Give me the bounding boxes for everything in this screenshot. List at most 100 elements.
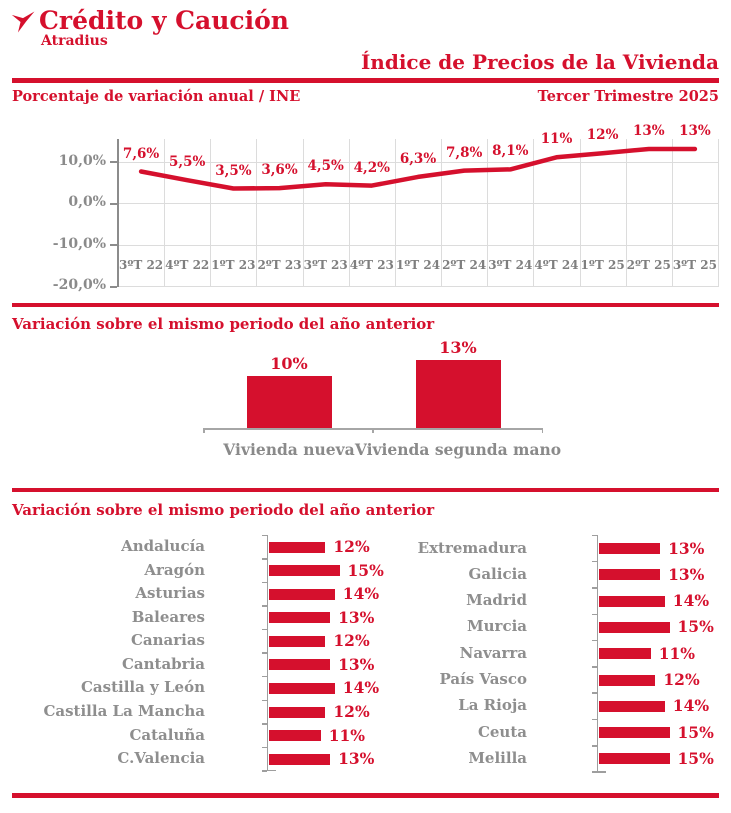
x-axis-label: 4ºT 24: [534, 258, 579, 272]
region-bar: [269, 635, 326, 647]
region-bar: [599, 621, 670, 633]
x-axis-label: 1ºT 23: [211, 258, 256, 272]
h-gridline: [118, 244, 718, 246]
bar-value-label: 13%: [439, 338, 477, 358]
region-label: Baleares: [131, 607, 205, 626]
y-axis-line: [117, 139, 119, 287]
region-value-label: 13%: [338, 749, 375, 769]
region-label: Murcia: [467, 617, 527, 636]
v-gridline: [579, 139, 581, 287]
y-axis-label: 10,0%: [58, 152, 106, 169]
region-label: Canarias: [130, 631, 205, 650]
region-axis-tick: [261, 558, 267, 560]
section-title-bar-chart: Variación sobre el mismo periodo del año…: [12, 315, 435, 333]
region-axis-tick: [261, 534, 267, 536]
region-value-label: 15%: [677, 617, 714, 637]
region-axis-foot: [596, 771, 606, 773]
divider-bottom: [12, 793, 719, 798]
region-label: Cataluña: [129, 725, 205, 744]
region-label: Navarra: [459, 643, 527, 662]
region-bar: [269, 588, 335, 600]
y-axis-label: 0,0%: [68, 194, 106, 210]
region-label: Aragón: [144, 560, 205, 579]
region-value-label: 12%: [663, 670, 700, 689]
region-value-label: 11%: [658, 643, 695, 663]
region-bar: [599, 595, 665, 607]
region-axis-tick: [591, 639, 597, 642]
brand-name: Crédito y Caución: [39, 6, 289, 35]
data-point-label: 3,5%: [215, 162, 252, 179]
data-point-label: 7,8%: [446, 144, 483, 161]
data-point-label: 5,5%: [169, 154, 206, 171]
x-axis-label: 4ºT 22: [165, 258, 210, 272]
region-bar: [599, 569, 661, 581]
region-axis: [266, 535, 268, 771]
region-label: Galicia: [468, 564, 527, 583]
region-value-label: 12%: [333, 537, 370, 556]
region-value-label: 14%: [672, 696, 710, 716]
data-point-label: 13%: [679, 123, 711, 140]
region-value-label: 15%: [677, 722, 714, 742]
region-axis-tick: [261, 628, 267, 631]
region-axis-tick: [591, 745, 597, 747]
y-axis-tick: [110, 161, 117, 163]
divider-top: [12, 78, 719, 83]
v-gridline: [394, 139, 396, 287]
region-label: Asturias: [135, 584, 205, 603]
region-bar: [599, 753, 670, 765]
region-bar: [599, 674, 656, 686]
data-point-label: 4,5%: [307, 158, 344, 175]
region-axis-tick: [591, 560, 597, 563]
region-value-label: 15%: [677, 748, 714, 768]
region-value-label: 12%: [333, 631, 370, 651]
region-axis-tick: [591, 771, 597, 773]
region-value-label: 14%: [672, 591, 710, 611]
region-axis-tick: [591, 666, 597, 668]
divider-mid-1: [12, 303, 719, 307]
region-axis-tick: [261, 770, 267, 772]
y-axis-label: -20,0%: [52, 277, 106, 293]
region-value-label: 13%: [668, 564, 705, 584]
region-label: Madrid: [466, 591, 527, 610]
x-axis-label: 3ºT 22: [118, 258, 164, 272]
brand-bird-icon: [11, 11, 35, 33]
region-axis-foot: [266, 769, 276, 772]
data-point-label: 6,3%: [399, 150, 437, 167]
region-value-label: 13%: [668, 538, 705, 558]
region-label: C.Valencia: [117, 749, 205, 768]
region-label: Castilla La Mancha: [43, 702, 205, 720]
v-gridline: [210, 139, 212, 287]
x-axis-label: 3ºT 25: [672, 258, 717, 272]
region-axis-tick: [261, 652, 267, 654]
trend-line-svg: [138, 146, 698, 191]
region-label: Melilla: [468, 748, 527, 767]
v-gridline: [625, 139, 627, 287]
region-bar: [599, 700, 665, 712]
region-label: La Rioja: [458, 696, 527, 715]
region-axis-tick: [591, 718, 597, 721]
region-value-label: 14%: [342, 678, 380, 698]
region-bar: [269, 565, 340, 577]
region-bar: [269, 730, 321, 742]
v-gridline: [671, 139, 673, 287]
x-axis-label: 1ºT 24: [395, 258, 441, 272]
chart-subtitle: Porcentaje de variación anual / INE: [12, 88, 301, 105]
region-axis: [596, 535, 598, 773]
h-gridline: [118, 203, 718, 204]
v-gridline: [164, 139, 166, 287]
region-label: Andalucía: [121, 537, 205, 555]
bar-axis-tick: [203, 428, 205, 433]
data-point-label: 4,2%: [353, 159, 390, 176]
region-bar: [269, 706, 326, 718]
y-axis-tick: [110, 202, 117, 205]
v-gridline: [487, 139, 489, 287]
y-axis-tick: [110, 285, 117, 288]
divider-mid-2: [12, 488, 719, 492]
region-label: País Vasco: [439, 670, 527, 688]
bar-axis-tick: [372, 428, 374, 433]
region-value-label: 15%: [347, 560, 384, 580]
data-point-label: 12%: [586, 127, 619, 144]
region-label: Ceuta: [477, 722, 527, 741]
v-gridline: [302, 139, 304, 287]
y-axis-tick: [110, 244, 117, 246]
